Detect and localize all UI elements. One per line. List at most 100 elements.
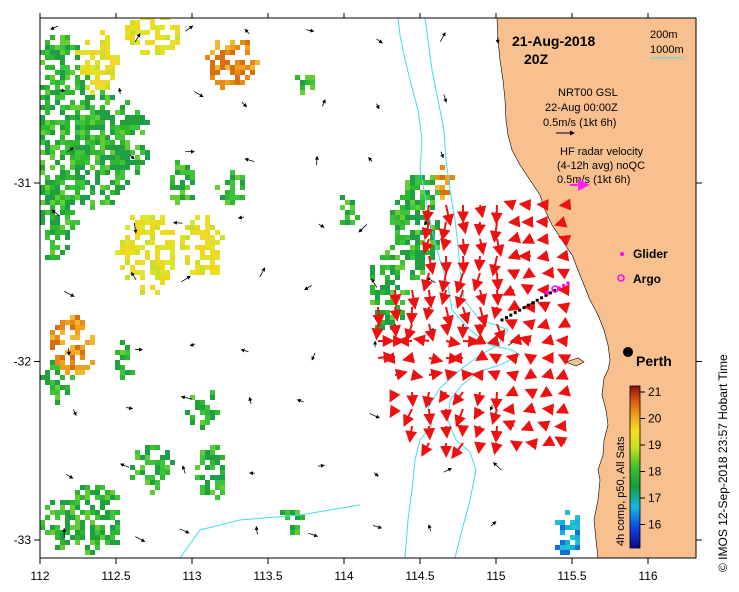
sst-pixel	[125, 115, 130, 120]
hf-arrow	[403, 408, 415, 428]
sst-pixel	[80, 165, 85, 170]
sst-pixel	[90, 115, 95, 120]
sst-pixel	[150, 270, 155, 275]
model-arrow	[296, 399, 304, 403]
sst-pixel	[105, 165, 110, 170]
sst-pixel	[560, 545, 565, 550]
argo-legend-icon	[617, 274, 625, 282]
sst-pixel	[575, 535, 580, 540]
y-tick-label: -32	[14, 355, 32, 369]
sst-pixel	[230, 195, 235, 200]
sst-pixel	[105, 45, 110, 50]
sst-pixel	[95, 50, 100, 55]
hf-arrow	[410, 369, 424, 381]
sst-pixel	[175, 35, 180, 40]
sst-pixel	[390, 255, 395, 260]
sst-pixel	[415, 255, 420, 260]
sst-pixel	[185, 185, 190, 190]
sst-pixel	[65, 210, 70, 215]
sst-pixel	[125, 140, 130, 145]
sst-pixel	[70, 525, 75, 530]
hf-arrow	[507, 231, 522, 244]
sst-pixel	[420, 265, 425, 270]
sst-pixel	[55, 365, 60, 370]
sst-pixel	[420, 260, 425, 265]
sst-pixel	[195, 405, 200, 410]
glider-track-point	[518, 308, 522, 312]
sst-pixel	[220, 55, 225, 60]
sst-pixel	[135, 450, 140, 455]
sst-pixel	[95, 175, 100, 180]
sst-pixel	[75, 515, 80, 520]
sst-pixel	[75, 85, 80, 90]
sst-pixel	[75, 350, 80, 355]
hf-arrow	[524, 388, 538, 400]
sst-pixel	[85, 130, 90, 135]
sst-pixel	[160, 265, 165, 270]
sst-pixel	[395, 270, 400, 275]
sst-pixel	[405, 255, 410, 260]
sst-pixel	[100, 485, 105, 490]
sst-pixel	[410, 245, 415, 250]
hf-arrow	[389, 323, 402, 338]
sst-pixel	[415, 215, 420, 220]
sst-pixel	[415, 245, 420, 250]
sst-pixel	[55, 515, 60, 520]
x-tick-label: 116	[638, 569, 657, 583]
sst-pixel	[205, 255, 210, 260]
sst-pixel	[105, 55, 110, 60]
sst-pixel	[95, 495, 100, 500]
sst-pixel	[110, 155, 115, 160]
sst-pixel	[60, 130, 65, 135]
sst-pixel	[425, 195, 430, 200]
sst-pixel	[100, 200, 105, 205]
sst-pixel	[50, 55, 55, 60]
sst-pixel	[105, 195, 110, 200]
sst-pixel	[210, 455, 215, 460]
sst-pixel	[120, 130, 125, 135]
sst-pixel	[400, 215, 405, 220]
sst-pixel	[410, 190, 415, 195]
sst-pixel	[125, 180, 130, 185]
sst-pixel	[205, 455, 210, 460]
sst-pixel	[75, 345, 80, 350]
sst-pixel	[120, 105, 125, 110]
sst-pixel	[160, 50, 165, 55]
sst-pixel	[95, 120, 100, 125]
hf-arrow	[405, 306, 418, 325]
hf-arrow	[507, 248, 521, 260]
sst-pixel	[85, 490, 90, 495]
model-arrow	[371, 278, 378, 288]
sst-pixel	[85, 500, 90, 505]
sst-pixel	[60, 40, 65, 45]
sst-pixel	[395, 225, 400, 230]
sst-pixel	[100, 190, 105, 195]
model-arrow	[427, 524, 432, 532]
hf-arrow	[520, 283, 534, 296]
sst-pixel	[155, 485, 160, 490]
hf-arrow	[371, 323, 384, 341]
sst-pixel	[55, 180, 60, 185]
sst-pixel	[105, 65, 110, 70]
sst-pixel	[230, 200, 235, 205]
sst-pixel	[195, 400, 200, 405]
sst-pixel	[40, 375, 45, 380]
sst-pixel	[155, 50, 160, 55]
hf-arrow	[554, 216, 568, 228]
sst-pixel	[85, 170, 90, 175]
glider-track-point	[513, 311, 517, 315]
sst-pixel	[60, 320, 65, 325]
sst-pixel	[410, 235, 415, 240]
sst-pixel	[110, 530, 115, 535]
sst-pixel	[155, 35, 160, 40]
sst-pixel	[125, 130, 130, 135]
sst-pixel	[90, 145, 95, 150]
sst-pixel	[90, 95, 95, 100]
sst-pixel	[140, 465, 145, 470]
sst-pixel	[205, 490, 210, 495]
sst-pixel	[50, 35, 55, 40]
model-arrow	[59, 88, 66, 93]
sst-pixel	[420, 270, 425, 275]
sst-pixel	[110, 165, 115, 170]
sst-pixel	[70, 355, 75, 360]
